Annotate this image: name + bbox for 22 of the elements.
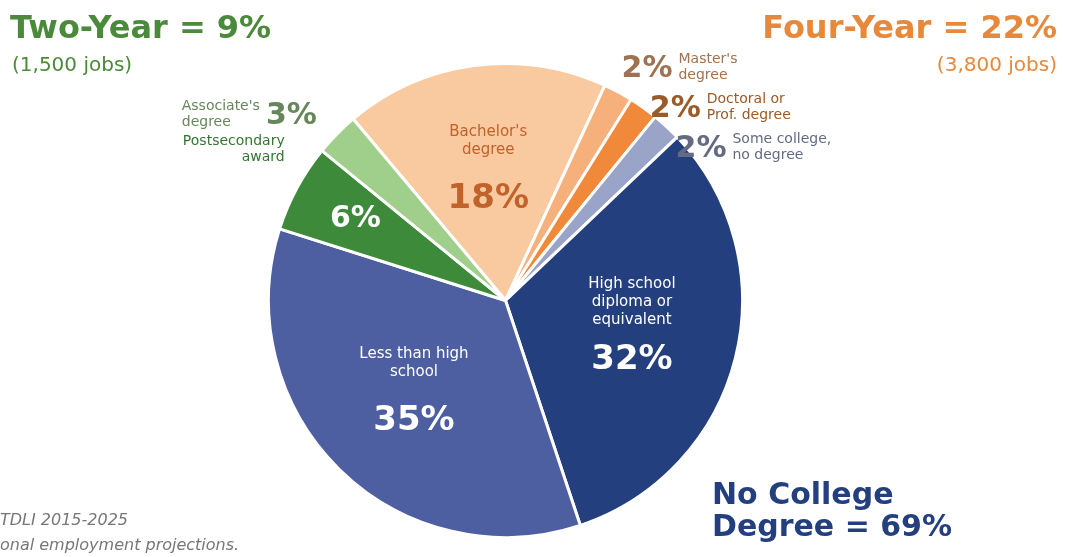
slice-label: Postsecondary award xyxy=(182,131,285,164)
text: onal employment projections. xyxy=(0,535,240,554)
slice-label: Associate's degree xyxy=(181,97,260,130)
data-label: 18% xyxy=(447,176,529,217)
slice-label: Doctoral or Prof. degree xyxy=(706,90,791,123)
text: Four-Year = 22% xyxy=(762,8,1057,46)
data-label: 2% xyxy=(621,49,673,85)
slice-label: High school diploma or equivalent xyxy=(588,273,676,328)
text: No College Degree = 69% xyxy=(712,476,954,543)
slice-label: Some college, no degree xyxy=(732,130,832,163)
text: Two-Year = 9% xyxy=(10,8,272,46)
text: TDLI 2015-2025 xyxy=(0,510,129,529)
data-label: 3% xyxy=(265,96,317,132)
slice-label: Bachelor's degree xyxy=(449,122,528,159)
data-label: 32% xyxy=(591,336,673,377)
text: (1,500 jobs) xyxy=(12,52,133,76)
slice-label: Master's degree xyxy=(678,50,738,83)
slice-label: Less than high school xyxy=(359,344,469,381)
data-label: 35% xyxy=(373,398,455,439)
data-label: 6% xyxy=(329,199,381,235)
data-label: 2% xyxy=(649,89,701,125)
text: (3,800 jobs) xyxy=(936,52,1057,76)
